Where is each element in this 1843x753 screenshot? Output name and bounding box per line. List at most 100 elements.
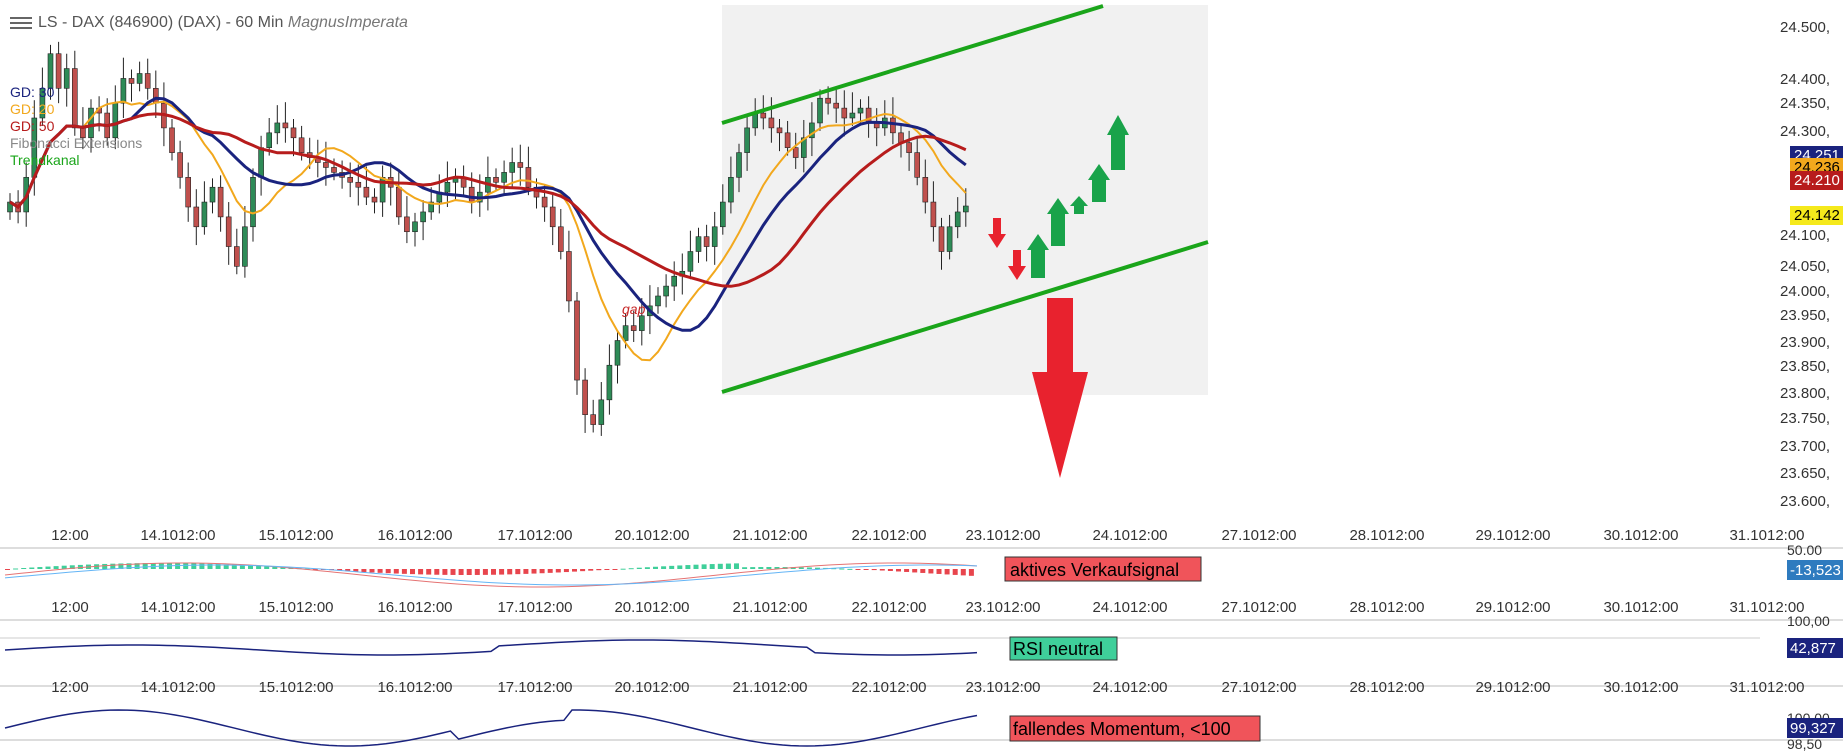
legend-item-gd20[interactable]: GD: 20 [10,101,55,117]
macd-bar [102,563,108,569]
macd-bar [871,569,877,571]
y-tick-label: 24.350, [1780,95,1830,112]
macd-bar [815,567,820,569]
candle-down [890,117,896,134]
macd-bar [466,569,472,575]
x-tick-label: 31.1012:00 [1729,679,1804,696]
macd-bar [207,563,213,569]
macd-bar [572,569,577,572]
x-tick-label: 31.1012:00 [1729,527,1804,544]
candle-down [825,97,831,104]
macd-bar [393,569,399,574]
x-tick-label: 15.1012:00 [258,679,333,696]
candle-up [209,186,216,203]
x-tick-label: 28.1012:00 [1349,679,1424,696]
macd-bar [717,563,723,569]
macd-bar [361,569,367,573]
x-tick-label: 15.1012:00 [258,599,333,616]
macd-bar [264,566,270,569]
macd-bar [61,565,67,569]
macd-bar [523,569,529,574]
candle-down [282,122,289,129]
candle-up [849,112,856,119]
candle-up [201,201,208,228]
x-tick-label: 29.1012:00 [1475,527,1550,544]
y-tick-label: 24.300, [1780,123,1830,140]
candle-up [250,177,256,228]
candle-down [185,177,191,208]
macd-bar [555,569,561,573]
candle-up [63,68,70,89]
chart-title: LS - DAX (846900) (DAX) - 60 Min [38,14,284,31]
macd-bar [539,569,545,574]
macd-bar [21,568,27,570]
legend-item-gd50[interactable]: GD: 50 [10,118,55,134]
candle-down [323,162,329,168]
macd-bar [77,564,83,569]
macd-bar [839,568,845,570]
menu-icon[interactable] [10,16,32,29]
x-tick-label: 20.1012:00 [614,527,689,544]
value-tag [1787,638,1843,658]
up-arrow [1047,198,1069,246]
macd-bar [661,566,667,569]
macd-bar [960,569,966,576]
macd-bar [5,569,10,570]
candle-down [590,414,597,425]
candle-up [638,315,645,331]
legend-item-gd30[interactable]: GD: 30 [10,84,55,100]
value-tag [1787,718,1843,738]
small-down-arrow [988,218,1006,248]
macd-bar [701,564,707,569]
macd-bar [231,564,237,569]
x-tick-label: 20.1012:00 [614,679,689,696]
candle-up [728,177,734,203]
y-tick-label: 23.800, [1780,385,1830,402]
x-tick-label: 15.1012:00 [258,527,333,544]
macd-bar [636,567,642,569]
y-tick-label: 23.900, [1780,334,1830,351]
macd-bar [596,569,602,571]
macd-bar [742,567,748,569]
macd-bar [53,566,59,569]
macd-bar [491,569,496,575]
momentum-line [4,709,978,747]
macd-bar [410,569,415,575]
y-tick-label: 24.100, [1780,227,1830,244]
macd-bar [191,563,197,569]
gap-annotation: gap [622,301,646,317]
macd-bar [142,563,148,569]
macd-signal-text: aktives Verkaufsignal [1010,560,1179,580]
x-tick-label: 23.1012:00 [965,527,1040,544]
author-name: MagnusImperata [287,14,408,31]
candle-up [695,236,702,252]
macd-bar [434,569,440,575]
x-tick-label: 23.1012:00 [965,679,1040,696]
legend-item-fibonacci[interactable]: Fibonacci Extensions [10,135,143,151]
candle-down [347,177,354,183]
y-tick-label: 24.400, [1780,71,1830,88]
macd-bar [223,564,229,569]
y-tick-label: 24.500, [1780,19,1830,36]
candle-up [800,137,807,158]
x-tick-label: 23.1012:00 [965,599,1040,616]
macd-bar [418,569,424,575]
candle-down [906,142,912,153]
candle-up [428,201,435,213]
candle-down [768,117,775,129]
candle-down [557,226,564,252]
candle-down [784,132,791,148]
macd-bar [377,569,383,573]
x-tick-label: 20.1012:00 [614,599,689,616]
macd-bar [693,564,699,569]
macd-line [4,562,978,588]
macd-bar [644,567,650,569]
x-tick-label: 14.1012:00 [140,679,215,696]
chart-header: LS - DAX (846900) (DAX) - 60 Min MagnusI… [10,14,408,32]
macd-bar [677,565,683,569]
candle-down [582,379,588,415]
trendkanal-upper [721,4,1104,125]
candle-down [128,78,135,84]
legend-item-trendkanal[interactable]: Trendkanal [10,152,80,168]
